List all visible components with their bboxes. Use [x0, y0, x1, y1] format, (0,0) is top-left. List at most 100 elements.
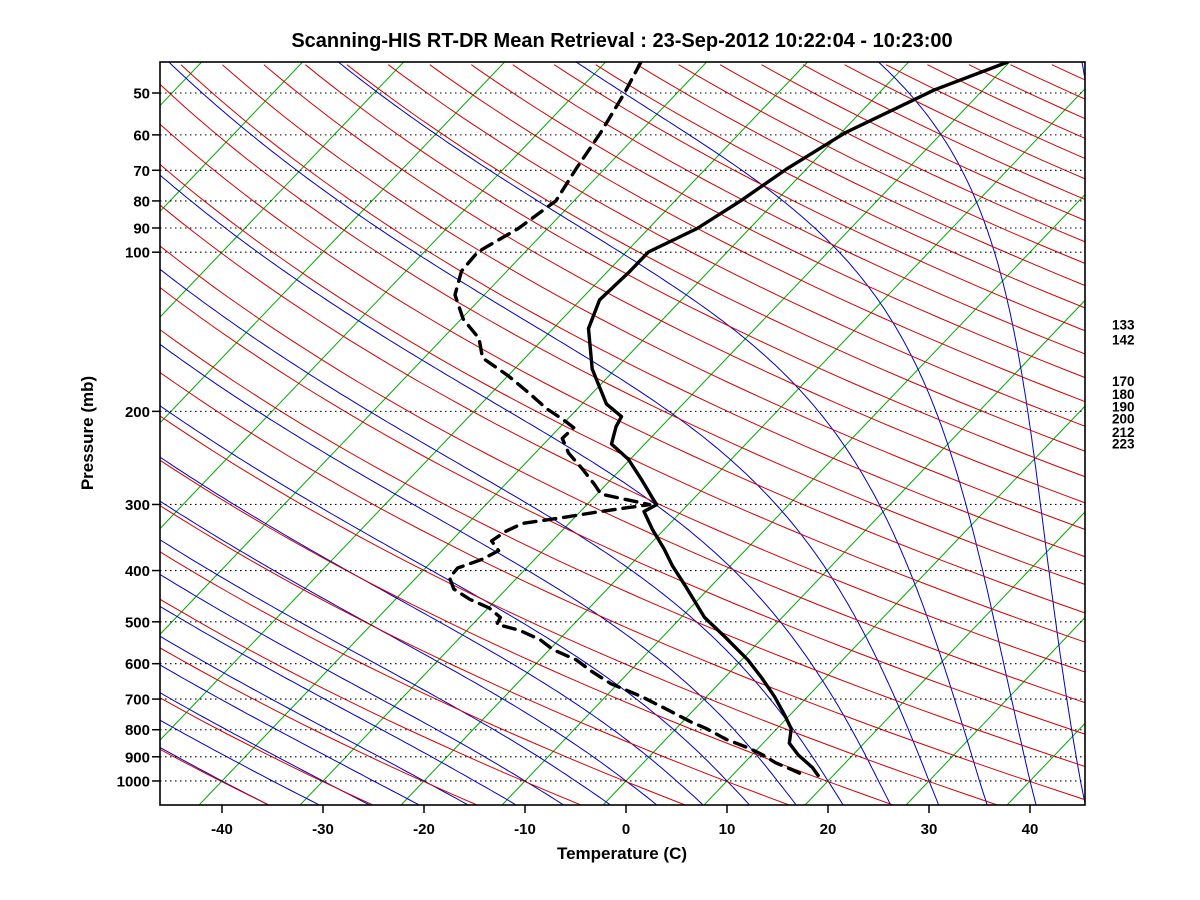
dry-adiabat-line — [388, 64, 1085, 427]
dry-adiabat-line — [678, 64, 1085, 264]
isotherm-line — [400, 88, 1085, 805]
temperature-tick-label: -20 — [413, 821, 435, 838]
level-label: 170 — [1112, 374, 1135, 389]
pressure-tick-label: 800 — [125, 722, 150, 739]
pressure-tick-label: 500 — [125, 614, 150, 631]
moist-adiabat-line — [160, 605, 517, 805]
isotherm-line — [804, 511, 1085, 805]
temperature-tick-label: 30 — [921, 821, 938, 838]
dewpoint-profile-line — [447, 62, 802, 776]
x-axis-label: Temperature (C) — [557, 844, 687, 863]
dry-adiabat-line — [802, 64, 1085, 201]
isotherm-line — [160, 62, 606, 530]
pressure-tick-label: 300 — [125, 497, 150, 514]
moist-adiabat-line — [160, 635, 469, 805]
moist-adiabat-line — [337, 62, 988, 805]
temperature-tick-label: 40 — [1022, 821, 1039, 838]
moist-adiabat-line — [160, 539, 611, 805]
dry-adiabat-line — [636, 64, 1085, 287]
dry-adiabat-line — [305, 64, 1085, 478]
temperature-tick-label: -10 — [514, 821, 536, 838]
isotherm-line — [160, 62, 505, 424]
isotherm-line — [160, 62, 808, 741]
pressure-tick-label: 900 — [125, 749, 150, 766]
moist-adiabat-line — [160, 456, 704, 805]
level-label: 212 — [1112, 425, 1135, 440]
pressure-tick-label: 700 — [125, 692, 150, 709]
dry-adiabat-line — [160, 647, 478, 805]
axis-labels: 5060708090100200300400500600700800900100… — [117, 86, 1135, 839]
moist-adiabat-line — [878, 62, 1085, 805]
dry-adiabat-line — [160, 459, 894, 805]
dry-adiabat-line — [512, 64, 1085, 355]
pressure-tick-label: 60 — [133, 127, 150, 144]
pressure-tick-label: 90 — [133, 220, 150, 237]
dry-adiabat-line — [160, 83, 1085, 585]
dry-adiabat-line — [346, 64, 1085, 452]
temperature-tick-label: -40 — [211, 821, 233, 838]
level-label: 133 — [1112, 318, 1135, 333]
profile-curves — [447, 62, 1010, 778]
pressure-tick-label: 1000 — [117, 773, 150, 790]
temperature-profile-line — [586, 62, 1010, 778]
level-label: 142 — [1112, 333, 1135, 348]
background-grid — [160, 62, 1085, 805]
dry-adiabat-line — [222, 64, 1085, 530]
isotherm-line — [198, 62, 909, 805]
plot-frame — [159, 61, 1086, 806]
dry-adiabat-line — [180, 64, 1085, 558]
dry-adiabat-line — [160, 504, 790, 805]
dry-adiabat-line — [160, 286, 1085, 735]
level-label: 223 — [1112, 436, 1135, 451]
pressure-tick-label: 200 — [125, 404, 150, 421]
moist-adiabat-line — [168, 62, 940, 805]
temperature-tick-label: 0 — [622, 821, 630, 838]
level-label: 180 — [1112, 387, 1135, 402]
isotherm-line — [299, 62, 1010, 805]
dry-adiabat-line — [263, 64, 1085, 504]
dry-adiabat-line — [160, 551, 686, 805]
dry-adiabat-line — [160, 123, 1085, 614]
axes — [152, 61, 1086, 813]
temperature-tick-label: -30 — [312, 821, 334, 838]
moist-adiabat-line — [160, 573, 564, 805]
dry-adiabat-line — [471, 64, 1085, 379]
chart-title: Scanning-HIS RT-DR Mean Retrieval : 23-S… — [291, 30, 952, 52]
dry-adiabat-line — [429, 64, 1085, 403]
isotherm-line — [602, 299, 1085, 805]
isotherm-line — [160, 62, 303, 213]
dry-adiabat-line — [160, 415, 998, 805]
pressure-tick-label: 50 — [133, 86, 150, 103]
level-label: 200 — [1112, 411, 1135, 426]
dry-adiabat-line — [160, 204, 1085, 673]
moist-adiabat-line — [160, 343, 797, 805]
moist-adiabat-line — [160, 500, 658, 805]
isotherm-line — [501, 193, 1085, 805]
dry-adiabat-line — [160, 598, 582, 805]
pressure-tick-label: 600 — [125, 656, 150, 673]
dry-adiabat-line — [160, 329, 1085, 767]
moist-adiabat-line — [160, 692, 370, 805]
y-axis-label: Pressure (mb) — [78, 376, 97, 490]
dry-adiabat-line — [761, 64, 1085, 222]
pressure-tick-label: 100 — [125, 245, 150, 262]
temperature-tick-label: 20 — [820, 821, 837, 838]
dry-adiabat-line — [553, 64, 1085, 332]
dry-adiabat-line — [160, 245, 1085, 704]
temperature-tick-label: 10 — [719, 821, 736, 838]
moist-adiabat-line — [160, 405, 750, 805]
isotherm-line — [905, 616, 1085, 805]
dry-adiabat-line — [160, 371, 1085, 801]
moist-adiabat-line — [160, 268, 844, 805]
pressure-tick-label: 70 — [133, 163, 150, 180]
isotherm-line — [160, 62, 404, 318]
dry-adiabat-line — [719, 64, 1085, 243]
pressure-tick-label: 80 — [133, 193, 150, 210]
dry-adiabat-line — [595, 64, 1085, 309]
dry-adiabat-line — [160, 163, 1085, 643]
level-label: 190 — [1112, 400, 1135, 415]
isotherm-line — [160, 62, 707, 636]
